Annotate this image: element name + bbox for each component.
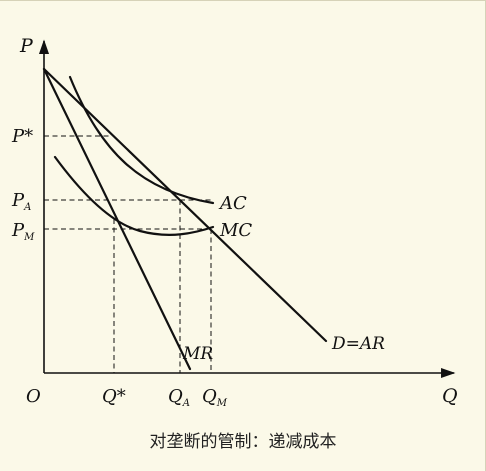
- ac-curve-label: AC: [218, 193, 247, 214]
- quantity-axis-label: Q: [442, 385, 458, 407]
- demand-curve-label: D=AR: [331, 334, 385, 354]
- diagram-canvas: P Q O P* PA PM Q* QA QM AC MC MR D=AR: [11, 35, 458, 409]
- ac-curve: [68, 75, 215, 205]
- q-a-label: QA: [168, 386, 190, 409]
- p-m-label: PM: [11, 220, 35, 243]
- mr-curve-label: MR: [182, 344, 213, 364]
- price-axis-label: P: [19, 35, 34, 57]
- mc-curve-label: MC: [219, 220, 252, 241]
- mr-curve: [42, 67, 192, 371]
- p-a-label: PA: [11, 190, 31, 213]
- mc-curve: [53, 155, 215, 236]
- origin-label: O: [26, 386, 41, 407]
- q-star-label: Q*: [102, 386, 126, 407]
- figure-caption: 对垄断的管制：递减成本: [149, 432, 337, 452]
- demand-curve: [42, 67, 328, 343]
- q-m-label: QM: [202, 386, 228, 409]
- p-star-label: P*: [11, 126, 33, 147]
